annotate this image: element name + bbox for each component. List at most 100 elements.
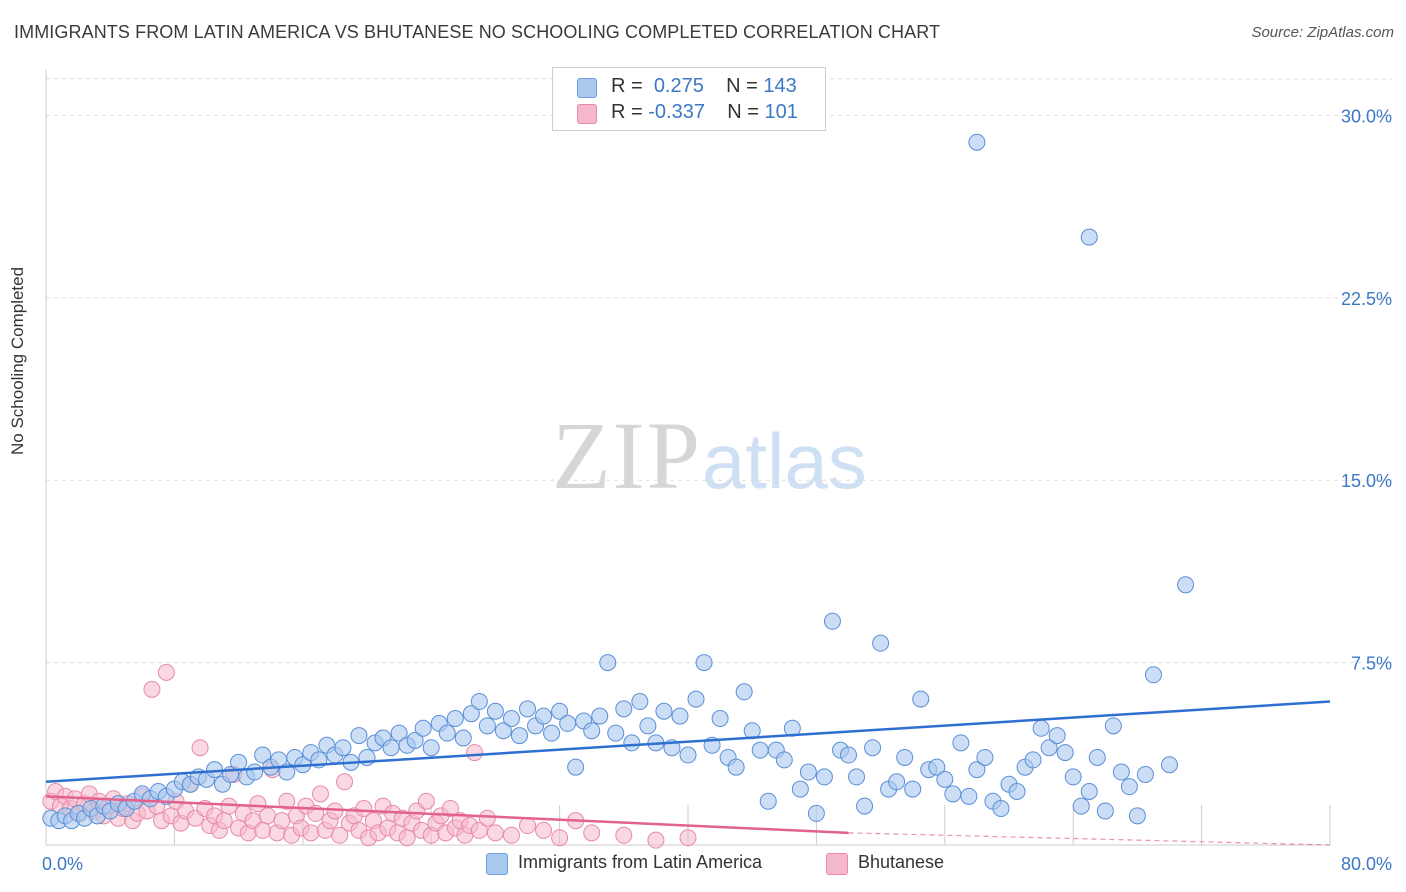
bhutanese-points <box>42 663 697 849</box>
bottom-legend-swatch-bhutanese <box>826 853 848 875</box>
latin-america-point-132 <box>1088 748 1106 766</box>
latin-america-point-66 <box>559 714 577 732</box>
latin-america-point-91 <box>759 792 777 810</box>
bhutanese-point-31 <box>191 739 209 757</box>
latin-america-point-103 <box>856 797 874 815</box>
latin-america-point-57 <box>486 702 504 720</box>
latin-america-point-87 <box>727 758 745 776</box>
latin-america-point-107 <box>888 773 906 791</box>
bhutanese-point-60 <box>331 826 349 844</box>
bottom-legend-label-latin-america: Immigrants from Latin America <box>518 852 763 872</box>
latin-america-point-113 <box>936 770 954 788</box>
legend-r-label: R = <box>611 75 643 97</box>
latin-america-point-71 <box>599 654 617 672</box>
latin-america-point-117 <box>968 761 986 779</box>
bhutanese-point-56 <box>311 785 329 803</box>
latin-america-point-133 <box>1096 802 1114 820</box>
bhutanese-point-49 <box>278 792 296 810</box>
latin-america-point-52 <box>446 710 464 728</box>
latin-america-point-134 <box>1104 717 1122 735</box>
legend-r-value-latin-america: 0.275 <box>653 75 704 97</box>
y-axis-label: No Schooling Completed <box>8 266 27 455</box>
latin-america-point-74 <box>623 734 641 752</box>
latin-america-point-60 <box>510 727 528 745</box>
latin-america-point-22 <box>206 761 224 779</box>
latin-america-point-102 <box>848 768 866 786</box>
legend-swatch-latin-america <box>577 78 597 98</box>
latin-america-point-85 <box>711 710 729 728</box>
bhutanese-point-43 <box>249 795 267 813</box>
trend-line-latin-america <box>45 700 1331 784</box>
latin-america-point-47 <box>406 731 424 749</box>
latin-america-point-59 <box>502 710 520 728</box>
latin-america-point-138 <box>1136 765 1154 783</box>
legend-r-label: R = <box>611 101 643 123</box>
latin-america-point-76 <box>639 717 657 735</box>
bhutanese-point-98 <box>615 826 633 844</box>
latin-america-point-128 <box>1056 744 1074 762</box>
bhutanese-point-97 <box>583 824 601 842</box>
bhutanese-point-91 <box>486 824 504 842</box>
latin-america-point-126 <box>1040 739 1058 757</box>
latin-america-point-75 <box>631 693 649 711</box>
bhutanese-point-78 <box>417 792 435 810</box>
latin-america-point-120 <box>992 800 1010 818</box>
bhutanese-point-88 <box>466 744 484 762</box>
bhutanese-point-61 <box>336 773 354 791</box>
latin-america-point-72 <box>607 724 625 742</box>
latin-america-point-88 <box>735 683 753 701</box>
latin-america-point-129 <box>1064 768 1082 786</box>
latin-america-point-137 <box>1128 807 1146 825</box>
latin-america-point-125 <box>1032 719 1050 737</box>
latin-america-point-143 <box>1080 228 1098 246</box>
bhutanese-point-21 <box>143 680 161 698</box>
latin-america-point-136 <box>1120 778 1138 796</box>
latin-america-point-63 <box>535 707 553 725</box>
latin-america-point-38 <box>334 739 352 757</box>
latin-america-point-65 <box>551 702 569 720</box>
bhutanese-point-54 <box>302 824 320 842</box>
latin-america-point-40 <box>350 727 368 745</box>
bhutanese-point-95 <box>551 829 569 847</box>
latin-america-point-115 <box>952 734 970 752</box>
bhutanese-point-94 <box>535 821 553 839</box>
bhutanese-point-90 <box>478 809 496 827</box>
y-tick-label-3: 30.0% <box>1341 106 1392 126</box>
x-tick-label-min: 0.0% <box>42 854 83 874</box>
legend-n-label: N = <box>726 75 758 97</box>
latin-america-point-80 <box>671 707 689 725</box>
latin-america-point-135 <box>1112 763 1130 781</box>
bhutanese-point-45 <box>258 807 276 825</box>
trend-line-bhutanese-extension <box>848 832 1331 846</box>
latin-america-point-104 <box>864 739 882 757</box>
latin-america-point-82 <box>687 690 705 708</box>
y-tick-label-1: 15.0% <box>1341 471 1392 491</box>
source-credit: Source: ZipAtlas.com <box>1251 24 1394 41</box>
bottom-legend-label-bhutanese: Bhutanese <box>858 852 945 872</box>
latin-america-point-78 <box>655 702 673 720</box>
latin-america-point-108 <box>896 748 914 766</box>
latin-america-point-124 <box>1024 751 1042 769</box>
latin-america-point-101 <box>840 746 857 764</box>
latin-america-point-127 <box>1048 727 1066 745</box>
legend-n-label: N = <box>727 101 759 123</box>
latin-america-point-27 <box>246 763 264 781</box>
bhutanese-point-99 <box>647 831 665 849</box>
bhutanese-point-100 <box>679 829 697 847</box>
latin-america-point-28 <box>254 746 272 764</box>
bhutanese-point-92 <box>502 826 520 844</box>
latin-america-point-67 <box>567 758 585 776</box>
y-tick-label-2: 22.5% <box>1341 289 1392 309</box>
latin-america-point-140 <box>1161 756 1178 774</box>
correlation-legend: R = 0.275 N = 143 R = -0.337 N = 101 <box>552 67 826 131</box>
latin-america-point-110 <box>912 690 930 708</box>
latin-america-point-95 <box>791 780 809 798</box>
bhutanese-point-93 <box>519 817 536 835</box>
bhutanese-point-83 <box>441 800 459 818</box>
legend-swatch-bhutanese <box>577 104 597 124</box>
bhutanese-point-65 <box>355 800 373 818</box>
latin-america-point-25 <box>230 753 248 771</box>
bhutanese-point-44 <box>254 821 272 839</box>
latin-america-point-96 <box>799 763 817 781</box>
